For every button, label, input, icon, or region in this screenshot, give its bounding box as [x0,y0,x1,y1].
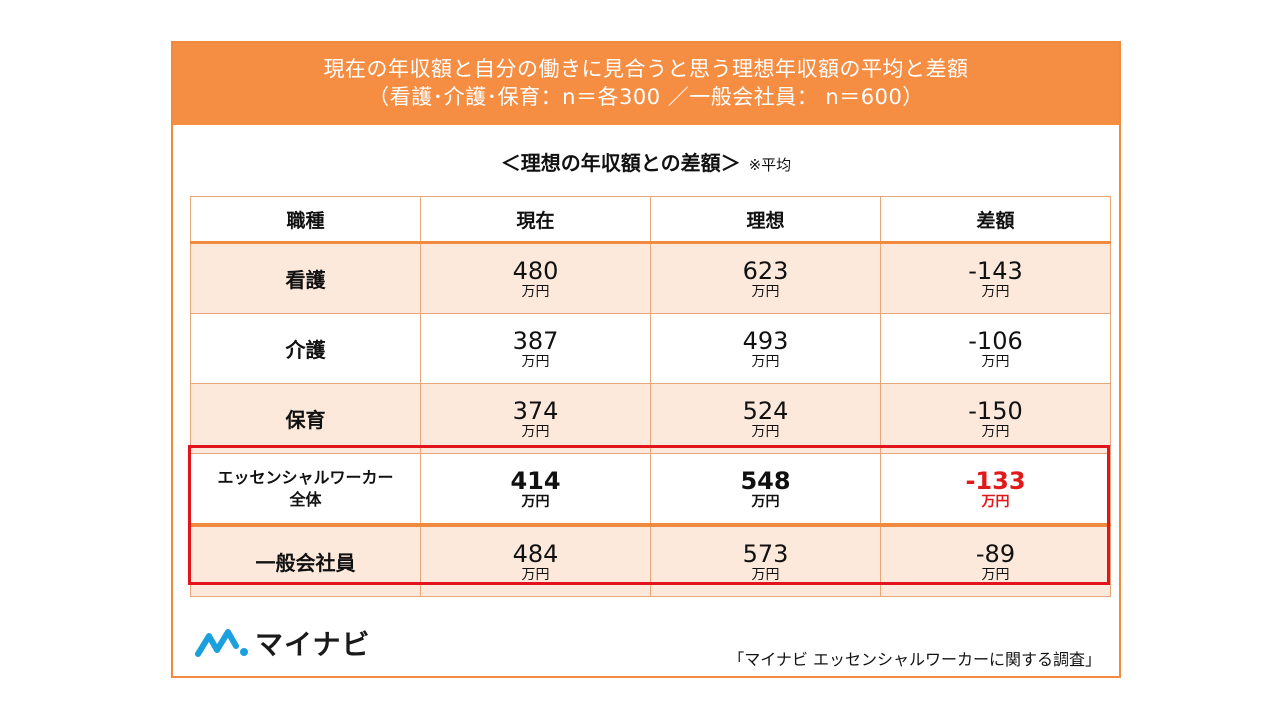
unit-label: 万円 [521,493,550,510]
unit-label: 万円 [981,353,1010,370]
unit-label: 万円 [981,493,1010,510]
title-line-2: （看護･介護･保育：n＝各300 ／一般会社員： n＝600） [368,85,924,109]
row-label: 看護 [190,242,421,314]
table-row-nursing: 看護 480 万円 623 万円 -143 万円 [190,242,1111,314]
ideal-value: 623 [742,256,789,285]
ideal-value: 573 [742,539,789,568]
unit-label: 万円 [751,493,780,510]
table-row-office-worker: 一般会社員 484 万円 573 万円 -89 万円 [190,524,1111,597]
current-value: 414 [510,466,561,495]
current-value: 484 [512,539,559,568]
mynavi-mark-icon [195,629,248,657]
unit-label: 万円 [981,283,1010,300]
row-label: 保育 [190,383,421,454]
unit-label: 万円 [521,566,550,583]
header-occupation: 職種 [190,196,421,244]
ideal-value: 493 [742,326,789,355]
cell-ideal: 623 万円 [650,242,881,314]
cell-ideal: 524 万円 [650,383,881,454]
header-difference: 差額 [880,196,1111,244]
cell-diff: -89 万円 [880,524,1111,597]
salary-table: 職種 現在 理想 差額 看護 480 万円 623 万円 -143 万円 介護 387… [190,196,1111,597]
cell-current: 387 万円 [420,313,651,384]
diff-value: -133 [965,466,1026,495]
cell-diff: -106 万円 [880,313,1111,384]
cell-current: 480 万円 [420,242,651,314]
cell-diff: -150 万円 [880,383,1111,454]
subtitle-note: ※平均 [748,156,792,174]
header-ideal: 理想 [650,196,881,244]
cell-ideal: 548 万円 [650,453,881,527]
table-row-care: 介護 387 万円 493 万円 -106 万円 [190,313,1111,384]
unit-label: 万円 [751,353,780,370]
row-label: エッセンシャルワーカー 全体 [190,453,421,527]
cell-ideal: 573 万円 [650,524,881,597]
diff-value: -143 [968,256,1023,285]
ideal-value: 524 [742,396,789,425]
cell-current: 374 万円 [420,383,651,454]
source-note: 「マイナビ エッセンシャルワーカーに関する調査」 [728,650,1101,669]
row-label: 一般会社員 [190,524,421,597]
cell-current: 414 万円 [420,453,651,527]
title-line-1: 現在の年収額と自分の働きに見合うと思う理想年収額の平均と差額 [323,57,969,81]
unit-label: 万円 [521,423,550,440]
infographic-card: 現在の年収額と自分の働きに見合うと思う理想年収額の平均と差額 （看護･介護･保育… [171,41,1121,678]
table-subtitle: ＜理想の年収額との差額＞ ※平均 [173,147,1119,176]
table-header-row: 職種 現在 理想 差額 [190,196,1111,244]
unit-label: 万円 [981,566,1010,583]
row-label: 介護 [190,313,421,384]
title-banner: 現在の年収額と自分の働きに見合うと思う理想年収額の平均と差額 （看護･介護･保育… [173,43,1119,125]
table-row-essential-total: エッセンシャルワーカー 全体 414 万円 548 万円 -133 万円 [190,453,1111,527]
unit-label: 万円 [751,283,780,300]
subtitle-text: ＜理想の年収額との差額＞ [500,151,741,175]
logo-text: マイナビ [255,628,371,661]
cell-diff: -143 万円 [880,242,1111,314]
mynavi-logo: マイナビ [195,625,370,661]
diff-value: -89 [975,539,1016,568]
diff-value: -106 [968,326,1023,355]
unit-label: 万円 [521,283,550,300]
diff-value: -150 [968,396,1023,425]
current-value: 387 [512,326,559,355]
cell-current: 484 万円 [420,524,651,597]
header-current: 現在 [420,196,651,244]
current-value: 480 [512,256,559,285]
row-label-line-2: 全体 [289,489,322,509]
ideal-value: 548 [740,466,791,495]
unit-label: 万円 [521,353,550,370]
cell-diff: -133 万円 [880,453,1111,527]
unit-label: 万円 [751,423,780,440]
cell-ideal: 493 万円 [650,313,881,384]
unit-label: 万円 [751,566,780,583]
row-label-line-1: エッセンシャルワーカー [217,467,394,487]
unit-label: 万円 [981,423,1010,440]
table-row-childcare: 保育 374 万円 524 万円 -150 万円 [190,383,1111,454]
current-value: 374 [512,396,559,425]
